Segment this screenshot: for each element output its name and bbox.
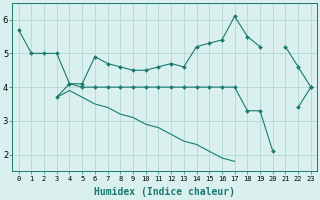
X-axis label: Humidex (Indice chaleur): Humidex (Indice chaleur)	[94, 187, 235, 197]
